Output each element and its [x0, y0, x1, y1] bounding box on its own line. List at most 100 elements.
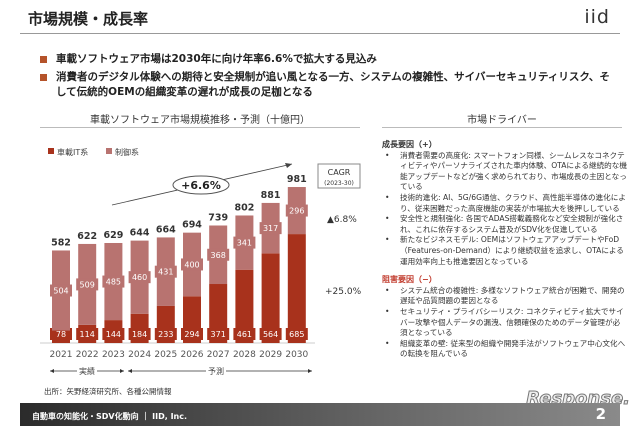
x-tick-label: 2029 [259, 350, 282, 360]
data-label: 504 [53, 287, 68, 296]
legend-swatch [48, 148, 54, 154]
data-label: 400 [184, 260, 199, 269]
actual-label: 実績 [79, 366, 95, 376]
total-label: 622 [77, 231, 97, 242]
x-tick-label: 2030 [285, 350, 308, 360]
bar-segment [287, 234, 306, 343]
data-label: 431 [158, 268, 173, 277]
period-arrowhead [120, 369, 124, 373]
forecast-label: 予測 [208, 366, 224, 376]
positive-factor: 技術的進化: AI、5G/6G通信、クラウド、高性能半導体の進化により、従来困難… [382, 193, 627, 214]
legend-swatch [106, 148, 112, 154]
positive-factor: 消費者需要の高度化: スマートフォン同様、シームレスなコネクティビティやパーソナ… [382, 151, 627, 193]
data-label-box [285, 328, 308, 340]
market-drivers-panel: 成長要因（+） 消費者需要の高度化: スマートフォン同様、シームレスなコネクティ… [382, 140, 627, 360]
iid-logo: iid [584, 6, 610, 28]
negative-factor: システム統合の複雑性: 多様なソフトウェア統合が困難で、開発の遅延や品質問題の要… [382, 286, 627, 307]
x-tick-label: 2026 [181, 350, 204, 360]
page-number: 2 [595, 405, 606, 423]
chart-title: 車載ソフトウェア市場規模推移・予測（十億円） [90, 115, 310, 126]
data-label: 294 [184, 330, 199, 339]
cagr-box [317, 163, 361, 189]
square-bullet-icon [40, 56, 47, 63]
positive-factor: 安全性と規制強化: 各国でADAS搭載義務化など安全規制が強化され、これに依存す… [382, 214, 627, 235]
data-label-box [50, 284, 72, 297]
bar-segment [235, 269, 254, 343]
data-label-box [207, 248, 230, 261]
drivers-title-divider [382, 127, 622, 128]
x-tick-label: 2023 [102, 350, 125, 360]
data-label: 78 [56, 330, 66, 339]
data-label: 368 [211, 251, 226, 260]
data-label-box [259, 328, 282, 340]
data-label-box [154, 328, 177, 340]
it-cagr: +25.0% [325, 287, 362, 297]
total-label: 582 [51, 237, 71, 248]
x-tick-label: 2024 [128, 350, 151, 360]
bullet-2: 消費者のデジタル体験への期待と安全規制が追い風となる一方、システムの複雑性、サイ… [40, 70, 620, 100]
data-label-box [233, 236, 256, 249]
legend-label: 車載IT系 [57, 147, 88, 157]
cagr-ellipse [172, 175, 230, 195]
bar-segment [261, 253, 280, 343]
period-arrowhead [308, 369, 312, 373]
source-note: 出所：矢野経済研究所、各種公開情報 [44, 387, 172, 396]
data-label: 233 [158, 330, 173, 339]
data-label-box [102, 275, 125, 288]
total-label: 802 [234, 202, 254, 213]
footer-text: 自動車の知能化・SDV化動向 ｜ IID, Inc. [32, 412, 188, 421]
total-label: 739 [208, 212, 228, 223]
chart-title-divider [40, 127, 360, 128]
data-label: 461 [237, 330, 252, 339]
data-label-box [76, 278, 99, 291]
page-title: 市場規模・成長率 [28, 10, 149, 28]
x-tick-label: 2022 [76, 350, 99, 360]
trend-arrowhead [285, 163, 292, 168]
data-label-box [233, 328, 256, 340]
total-label: 694 [182, 220, 202, 231]
label-bg [206, 365, 226, 377]
data-label: 144 [106, 330, 121, 339]
data-label-box [154, 265, 177, 278]
overall-cagr: +6.6% [181, 179, 221, 192]
label-bg [77, 365, 97, 377]
square-bullet-icon [40, 74, 47, 81]
data-label-box [181, 328, 203, 340]
control-cagr: ▲6.8% [327, 215, 357, 225]
data-label-box [102, 328, 125, 340]
data-label: 564 [263, 330, 278, 339]
data-label-box [181, 258, 203, 271]
total-label: 644 [130, 228, 150, 239]
legend-label: 制御系 [115, 147, 139, 157]
data-label: 371 [211, 330, 226, 339]
data-label-box [50, 328, 72, 340]
data-label: 114 [80, 330, 95, 339]
data-label: 184 [132, 330, 147, 339]
total-label: 664 [156, 224, 176, 235]
x-tick-label: 2027 [207, 350, 230, 360]
data-label: 317 [263, 224, 278, 233]
data-label: 460 [132, 273, 147, 282]
drivers-title: 市場ドライバー [467, 115, 537, 126]
negative-factor: 組織変革の壁: 従来型の組織や開発手法がソフトウェア中心文化への転換を阻んでいる [382, 339, 627, 360]
cagr-box-period: (2023-30) [324, 180, 354, 187]
bullet-1: 車載ソフトウェア市場は2030年に向け年率6.6%で拡大する見込み [40, 52, 620, 67]
x-tick-label: 2028 [233, 350, 256, 360]
positive-factor: 新たなビジネスモデル: OEMはソフトウェアアップデートやFoD（Feature… [382, 235, 627, 267]
total-label: 629 [103, 230, 123, 241]
period-arrowhead [50, 369, 54, 373]
data-label: 485 [106, 278, 121, 287]
market-size-chart: 車載IT系 制御系 78 504 582 2021 114 509 622 2022 144 485 6… [40, 147, 362, 377]
footer-bar: 自動車の知能化・SDV化動向 ｜ IID, Inc. 2 [20, 403, 620, 426]
x-tick-label: 2021 [50, 350, 73, 360]
data-label-box [128, 328, 151, 340]
data-label: 685 [289, 330, 304, 339]
data-label: 341 [237, 239, 252, 248]
negative-factor: セキュリティ・プライバシーリスク: コネクティビティ拡大でサイバー攻撃や個人デー… [382, 307, 627, 339]
period-arrowhead [128, 369, 132, 373]
x-tick-label: 2025 [154, 350, 177, 360]
data-label: 296 [289, 207, 304, 216]
total-label: 981 [287, 174, 307, 185]
data-label-box [76, 328, 99, 340]
data-label-box [285, 204, 308, 217]
